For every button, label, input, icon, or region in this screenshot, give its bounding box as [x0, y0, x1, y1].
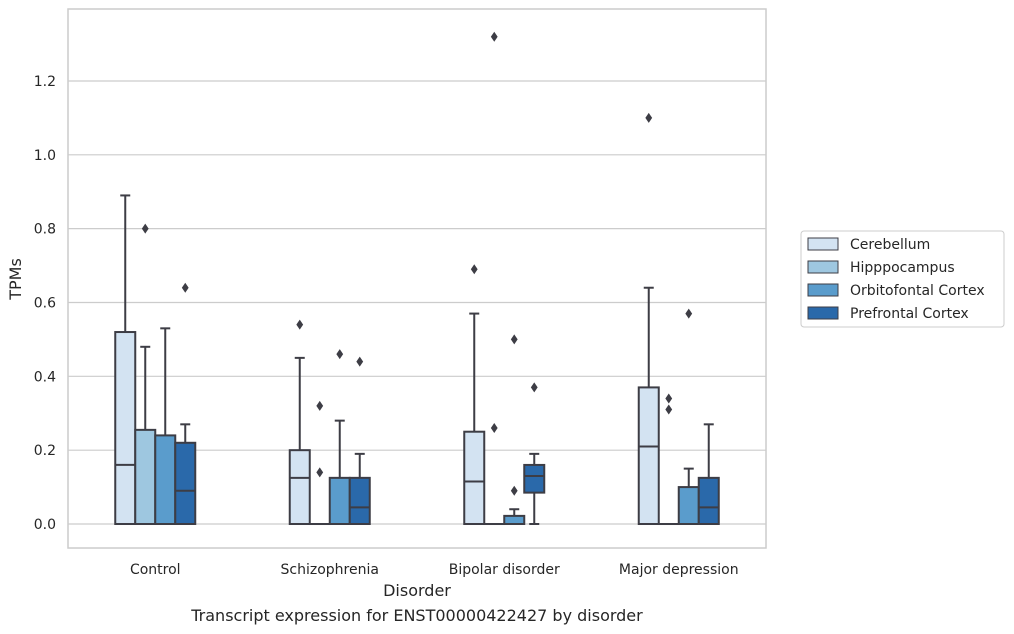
y-tick-label: 1.2	[34, 74, 56, 90]
box-3-1	[348, 356, 371, 526]
x-tick-label: Schizophrenia	[281, 562, 379, 578]
box-1-1	[308, 400, 331, 526]
x-tick-labels: Control Schizophrenia Bipolar disorder Majo…	[130, 562, 739, 578]
legend-label: Hipppocampus	[850, 260, 955, 276]
legend-swatch	[807, 260, 839, 274]
box-0-0	[114, 194, 137, 526]
box-3-2	[523, 382, 546, 526]
box-0-2	[463, 264, 486, 526]
plot-boxes	[114, 31, 720, 526]
box-body	[523, 463, 546, 494]
outlier-point	[490, 31, 498, 42]
box-1-3	[657, 393, 680, 526]
outlier-point	[490, 423, 498, 434]
y-tick-label: 0.4	[34, 369, 56, 385]
box-3-3	[697, 423, 720, 526]
outlier-point	[356, 356, 364, 367]
outlier-point	[530, 382, 538, 393]
plot-frame	[67, 8, 767, 549]
outlier-point	[470, 264, 478, 275]
y-tick-label: 1.0	[34, 148, 56, 164]
figure-caption: Transcript expression for ENST0000042242…	[191, 606, 643, 625]
box-2-2	[503, 334, 526, 526]
box-body	[174, 441, 197, 526]
box-body	[697, 476, 720, 526]
box-body	[288, 449, 311, 526]
legend-label: Cerebellum	[850, 237, 930, 253]
x-axis-label: Disorder	[383, 581, 451, 600]
y-tick-label: 0.2	[34, 443, 56, 459]
x-tick-label: Bipolar disorder	[449, 562, 560, 578]
outlier-point	[316, 400, 324, 411]
box-1-0	[134, 223, 157, 526]
legend-frame	[800, 230, 1005, 328]
y-tick-label: 0.6	[34, 295, 56, 311]
x-tick-label: Control	[130, 562, 181, 578]
outlier-point	[181, 282, 189, 293]
outlier-point	[296, 319, 304, 330]
box-3-0	[174, 282, 197, 526]
outlier-point	[665, 404, 673, 415]
box-2-0	[154, 327, 177, 526]
box-body	[348, 476, 371, 526]
box-2-3	[677, 308, 700, 526]
legend-swatch	[807, 283, 839, 297]
box-body	[637, 386, 660, 526]
legend: Cerebellum Hipppocampus Orbitofontal Corte…	[800, 230, 1005, 328]
box-body	[114, 331, 137, 526]
x-tick-label: Major depression	[619, 562, 739, 578]
box-0-3	[637, 112, 660, 526]
outlier-point	[510, 334, 518, 345]
box-body	[503, 514, 526, 526]
box-0-1	[288, 319, 311, 526]
outlier-point	[336, 349, 344, 360]
y-tick-label: 0.8	[34, 222, 56, 238]
legend-swatch	[807, 237, 839, 251]
box-body	[328, 476, 351, 526]
outlier-point	[141, 223, 149, 234]
y-tick-labels: 0.0 0.2 0.4 0.6 0.8 1.0 1.2	[34, 74, 56, 533]
legend-label: Prefrontal Cortex	[850, 306, 969, 322]
y-tick-label: 0.0	[34, 517, 56, 533]
y-axis-label: TPMs	[6, 258, 25, 301]
legend-swatch	[807, 306, 839, 320]
box-body	[134, 428, 157, 526]
outlier-point	[316, 467, 324, 478]
box-body	[154, 434, 177, 526]
box-body	[463, 430, 486, 526]
box-body	[677, 486, 700, 526]
outlier-point	[645, 112, 653, 123]
legend-label: Orbitofontal Cortex	[850, 283, 985, 299]
outlier-point	[685, 308, 693, 319]
outlier-point	[510, 485, 518, 496]
box-2-1	[328, 349, 351, 526]
outlier-point	[665, 393, 673, 404]
